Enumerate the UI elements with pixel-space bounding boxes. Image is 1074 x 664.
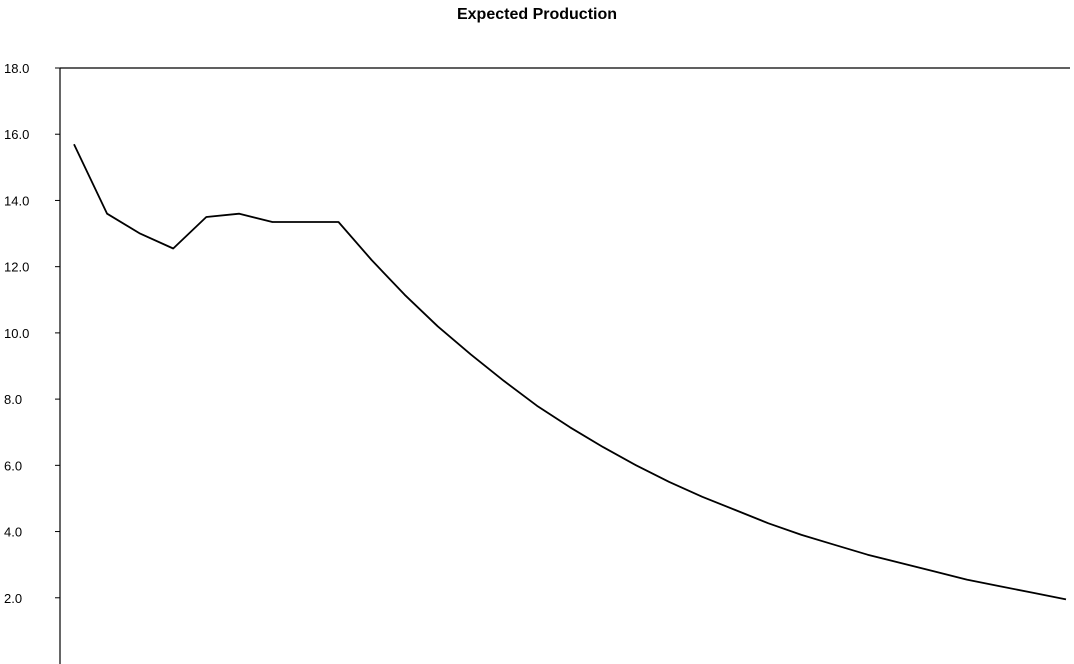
y-axis-ticks: 2.0 4.0 6.0 8.0 10.0 12.0 14.0 16.0 18.0: [4, 61, 60, 606]
y-tick-label: 16.0: [4, 127, 29, 142]
y-tick-label: 12.0: [4, 260, 29, 275]
series-line: [73, 143, 1067, 601]
y-tick-label: 6.0: [4, 458, 22, 473]
y-tick-label: 8.0: [4, 392, 22, 407]
y-tick-label: 10.0: [4, 326, 29, 341]
y-tick-label: 14.0: [4, 193, 29, 208]
y-tick-label: 4.0: [4, 525, 22, 540]
axes: [59, 67, 1070, 664]
series-group: [73, 143, 1067, 601]
y-tick-label: 2.0: [4, 591, 22, 606]
chart-title: Expected Production: [456, 6, 618, 23]
y-tick-label: 18.0: [4, 61, 29, 76]
